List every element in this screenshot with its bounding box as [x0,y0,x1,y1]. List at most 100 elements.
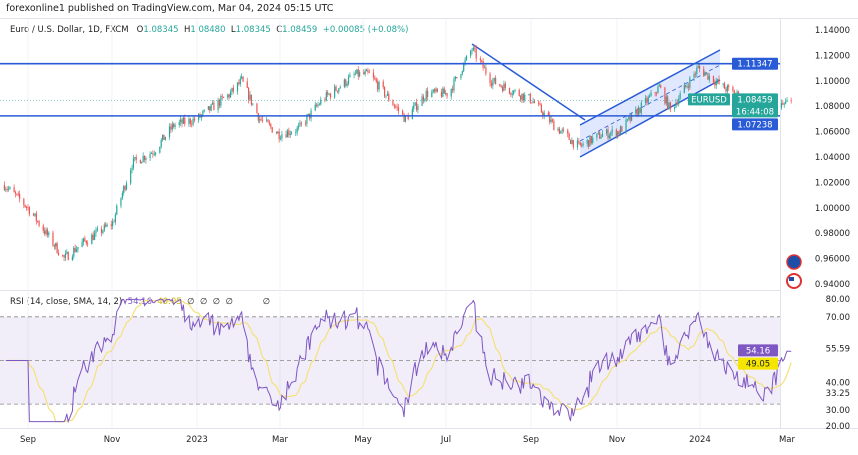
candle-up [259,119,261,121]
candle-up [349,74,351,78]
candle-up [528,94,530,95]
price-axis-divider [780,18,781,428]
candle-up [696,68,698,75]
candle-up [314,104,316,111]
rsi-ma-badge-bg [738,357,778,370]
candle-down [372,72,375,78]
candle-down [300,122,302,124]
candle-up [93,233,96,240]
time-axis-divider [0,428,858,429]
candle-up [106,224,108,227]
candle-up [5,189,7,191]
rsi-tick-label: 80.00 [826,295,850,305]
candle-down [63,255,65,258]
candle-down [124,186,126,190]
price-tick-label: 1.12000 [815,51,850,61]
candle-down [578,140,580,143]
descending-trendline[interactable] [471,43,586,121]
candle-up [227,94,229,98]
candle-up [202,111,204,115]
candle-down [427,90,429,97]
price-tick-label: 1.00000 [815,204,850,214]
price-tick-label: 0.94000 [815,280,850,290]
candle-down [375,79,377,82]
candle-down [238,82,240,84]
level-badge-bg [732,57,778,70]
candle-down [267,119,269,123]
candle-down [324,99,326,101]
candle-up [493,77,495,81]
candle-down [529,94,531,103]
candle-up [296,127,298,133]
candle-up [464,59,466,64]
candle-down [329,93,332,98]
candle-down [790,100,792,102]
candle-up [678,98,680,105]
candle-up [532,101,534,103]
low-label: L [230,25,236,35]
candle-down [13,187,15,193]
candle-up [630,113,633,121]
candle-down [579,142,581,145]
candle-down [475,48,477,59]
candle-up [207,106,209,110]
rsi-tick-label: 40.00 [826,378,850,388]
candle-down [28,207,30,215]
horizontal-levels [0,62,780,117]
candle-down [707,72,709,80]
candle-up [582,143,584,146]
candle-up [161,134,164,141]
candle-up [686,86,688,88]
candle-down [618,131,620,135]
candle-up [334,86,336,98]
candle-down [443,88,445,94]
low-value: 1.08345 [235,25,271,35]
candle-up [64,253,67,258]
pane-divider [0,290,780,291]
divider [0,18,858,19]
candle-down [271,127,273,133]
candle-up [211,102,214,105]
channel-lower-line[interactable] [579,79,721,158]
candle-down [85,240,87,244]
candle-up [704,73,706,76]
candle-up [454,76,456,80]
rsi-tick-label: 30.00 [826,406,850,416]
candle-down [660,85,662,88]
candle-down [278,131,280,140]
candle-down [388,93,390,101]
candle-down [397,107,400,111]
candle-up [121,192,123,199]
candle-down [415,102,418,111]
level-badge: 1.07238 [737,120,772,130]
candle-down [250,94,252,105]
candle-down [57,253,60,256]
candle-up [120,198,122,206]
candle-up [180,119,182,123]
candle-up [543,112,545,117]
candle-up [697,66,699,69]
candle-down [74,247,76,252]
candle-down [14,192,17,194]
channel-upper-line[interactable] [579,49,721,126]
candle-down [676,102,678,105]
time-tick-label: Sep [20,435,36,445]
eu-flag-icon[interactable] [786,254,802,270]
candle-up [610,132,612,136]
candle-up [689,77,691,88]
candle-down [304,123,307,125]
candle-down [451,88,454,91]
candle-up [112,221,114,226]
candle-up [210,104,212,111]
candle-up [353,74,355,76]
candle-down [433,89,436,92]
candle-down [17,193,19,195]
candle-up [116,205,118,215]
candle-up [708,75,710,80]
candle-down [587,140,590,147]
candle-down [542,112,544,117]
candle-up [297,125,300,128]
candle-up [617,131,619,137]
candle-up [589,135,591,147]
